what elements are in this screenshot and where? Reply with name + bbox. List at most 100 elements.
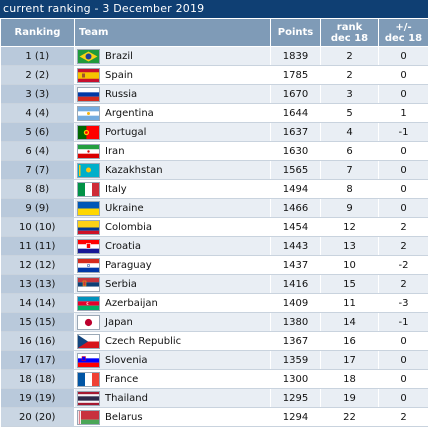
team-name: Thailand <box>105 393 148 404</box>
team-name: Paraguay <box>105 260 152 271</box>
kazakhstan-flag-icon <box>78 164 99 177</box>
plus-minus-cell: 0 <box>379 180 428 199</box>
team-name: Argentina <box>105 108 154 119</box>
ranking-cell: 1 (1) <box>1 47 75 66</box>
team-cell: Argentina <box>75 104 271 123</box>
argentina-flag-icon <box>78 107 99 120</box>
team-cell: Belarus <box>75 408 271 427</box>
team-cell: Portugal <box>75 123 271 142</box>
team-cell: Colombia <box>75 218 271 237</box>
ranking-cell: 4 (4) <box>1 104 75 123</box>
ranking-cell: 3 (3) <box>1 85 75 104</box>
team-cell: Japan <box>75 313 271 332</box>
team-name: Brazil <box>105 51 133 62</box>
rank-dec-cell: 4 <box>321 123 379 142</box>
plus-minus-cell: 0 <box>379 199 428 218</box>
ranking-cell: 2 (2) <box>1 66 75 85</box>
plus-minus-cell: -3 <box>379 294 428 313</box>
paraguay-flag-icon <box>78 259 99 272</box>
rank-dec-cell: 13 <box>321 237 379 256</box>
ranking-cell: 11 (11) <box>1 237 75 256</box>
header-points: Points <box>271 19 321 47</box>
team-name: Czech Republic <box>105 336 181 347</box>
header-team: Team <box>75 19 271 47</box>
points-cell: 1443 <box>271 237 321 256</box>
ranking-cell: 6 (4) <box>1 142 75 161</box>
team-name: Slovenia <box>105 355 148 366</box>
ranking-cell: 16 (16) <box>1 332 75 351</box>
ranking-cell: 5 (6) <box>1 123 75 142</box>
points-cell: 1294 <box>271 408 321 427</box>
header-plus-minus: +/- dec 18 <box>379 19 428 47</box>
points-cell: 1380 <box>271 313 321 332</box>
points-cell: 1359 <box>271 351 321 370</box>
team-name: Azerbaijan <box>105 298 158 309</box>
plus-minus-cell: 0 <box>379 389 428 408</box>
team-cell: Iran <box>75 142 271 161</box>
ranking-cell: 18 (18) <box>1 370 75 389</box>
russia-flag-icon <box>78 88 99 101</box>
points-cell: 1785 <box>271 66 321 85</box>
points-cell: 1300 <box>271 370 321 389</box>
plus-minus-cell: -1 <box>379 123 428 142</box>
rank-dec-cell: 10 <box>321 256 379 275</box>
rank-dec-cell: 17 <box>321 351 379 370</box>
croatia-flag-icon <box>78 240 99 253</box>
ukraine-flag-icon <box>78 202 99 215</box>
points-cell: 1637 <box>271 123 321 142</box>
rank-dec-cell: 9 <box>321 199 379 218</box>
rank-dec-cell: 22 <box>321 408 379 427</box>
plus-minus-cell: 2 <box>379 218 428 237</box>
team-cell: Italy <box>75 180 271 199</box>
plus-minus-cell: -1 <box>379 313 428 332</box>
team-cell: Russia <box>75 85 271 104</box>
points-cell: 1367 <box>271 332 321 351</box>
czech-flag-icon <box>78 335 99 348</box>
team-cell: Croatia <box>75 237 271 256</box>
team-name: Croatia <box>105 241 141 252</box>
team-cell: Azerbaijan <box>75 294 271 313</box>
france-flag-icon <box>78 373 99 386</box>
plus-minus-cell: 0 <box>379 47 428 66</box>
ranking-cell: 10 (10) <box>1 218 75 237</box>
team-cell: Serbia <box>75 275 271 294</box>
team-cell: Slovenia <box>75 351 271 370</box>
rank-dec-cell: 2 <box>321 47 379 66</box>
points-cell: 1565 <box>271 161 321 180</box>
rank-dec-cell: 12 <box>321 218 379 237</box>
team-name: Kazakhstan <box>105 165 163 176</box>
ranking-cell: 17 (17) <box>1 351 75 370</box>
points-cell: 1466 <box>271 199 321 218</box>
plus-minus-cell: 0 <box>379 66 428 85</box>
belarus-flag-icon <box>78 411 99 424</box>
slovenia-flag-icon <box>78 354 99 367</box>
team-name: Iran <box>105 146 125 157</box>
plus-minus-cell: 1 <box>379 104 428 123</box>
team-cell: Thailand <box>75 389 271 408</box>
team-name: Ukraine <box>105 203 144 214</box>
team-name: Russia <box>105 89 137 100</box>
plus-minus-cell: 2 <box>379 408 428 427</box>
team-name: Spain <box>105 70 133 81</box>
header-rank-dec: rank dec 18 <box>321 19 379 47</box>
ranking-caption: current ranking - 3 December 2019 <box>0 0 428 18</box>
ranking-cell: 7 (7) <box>1 161 75 180</box>
rank-dec-cell: 14 <box>321 313 379 332</box>
table-header-row: Ranking Team Points rank dec 18 +/- dec … <box>1 19 428 47</box>
team-cell: Brazil <box>75 47 271 66</box>
plus-minus-cell: 0 <box>379 332 428 351</box>
